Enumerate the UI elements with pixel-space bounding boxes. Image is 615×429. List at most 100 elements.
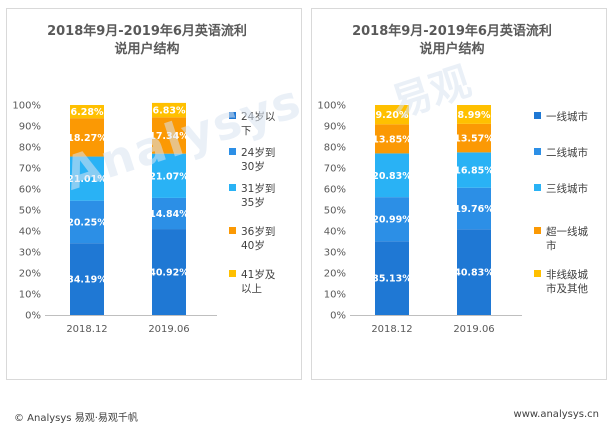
bar-segment xyxy=(375,153,409,198)
data-label: 20.25% xyxy=(67,217,107,228)
chart-title: 2018年9月-2019年6月英语流利 说用户结构 xyxy=(47,23,247,59)
bar-segment xyxy=(70,118,104,157)
y-tick-label: 70% xyxy=(324,164,346,175)
legend-label: 下 xyxy=(241,125,252,137)
y-tick-label: 90% xyxy=(19,122,41,133)
y-tick-label: 10% xyxy=(324,290,346,301)
bar-segment xyxy=(152,117,186,154)
data-label: 18.27% xyxy=(67,133,107,144)
bar-segment xyxy=(457,105,491,124)
bar-segment xyxy=(375,124,409,154)
chart-title-line-1: 2018年9月-2019年6月英语流利 xyxy=(47,24,247,39)
legend-label: 30岁 xyxy=(241,160,265,173)
chart-title-line-1: 2018年9月-2019年6月英语流利 xyxy=(352,24,552,39)
data-label: 14.84% xyxy=(149,209,189,220)
data-label: 9.20% xyxy=(376,110,409,121)
y-tick-label: 20% xyxy=(324,269,346,280)
data-label: 40.83% xyxy=(454,268,494,279)
y-tick-label: 50% xyxy=(19,206,41,217)
data-label: 40.92% xyxy=(149,268,189,279)
bar-segment xyxy=(70,200,104,244)
footer-website-link[interactable]: www.analysys.cn xyxy=(513,409,599,420)
y-tick-label: 80% xyxy=(324,143,346,154)
y-tick-label: 100% xyxy=(317,101,346,112)
legend-swatch xyxy=(534,227,541,234)
data-label: 35.13% xyxy=(372,274,412,285)
chart-panel-city: 2018年9月-2019年6月英语流利 说用户结构 0% 10% 20% 30% 40%… xyxy=(311,8,607,380)
legend-label: 二线城市 xyxy=(546,146,588,159)
x-tick-label: 2019.06 xyxy=(453,324,494,335)
bar-segment xyxy=(152,102,186,118)
bar-segment xyxy=(152,197,186,230)
y-tick-label: 60% xyxy=(19,185,41,196)
footer-copyright: © Analysys 易观·易观千帆 xyxy=(14,413,138,424)
y-tick-label: 60% xyxy=(324,185,346,196)
stacked-bar-chart-age: 0% 10% 20% 30% 40% 50% 60% 70% 80% 90% 100% 34.19% 2… xyxy=(12,101,276,336)
y-tick-label: 0% xyxy=(25,311,41,322)
legend-label: 市 xyxy=(546,239,557,252)
data-label: 13.85% xyxy=(372,134,412,145)
data-label: 19.76% xyxy=(454,204,494,215)
legend-label: 超一线城 xyxy=(546,225,588,238)
data-label: 21.01% xyxy=(67,174,107,185)
bar-segment xyxy=(457,123,491,153)
legend-label: 24岁到 xyxy=(241,146,275,159)
legend-swatch xyxy=(229,270,236,277)
bar-segment xyxy=(70,243,104,315)
data-label: 8.99% xyxy=(458,110,491,121)
x-tick-label: 2018.12 xyxy=(371,324,412,335)
bar-segment xyxy=(457,187,491,230)
data-label: 16.85% xyxy=(454,166,494,177)
y-tick-label: 50% xyxy=(324,206,346,217)
y-tick-label: 40% xyxy=(324,227,346,238)
data-label: 17.34% xyxy=(149,131,189,142)
y-tick-label: 40% xyxy=(19,227,41,238)
legend-swatch xyxy=(534,112,541,119)
legend-label: 36岁到 xyxy=(241,225,275,238)
data-label: 6.83% xyxy=(153,106,186,117)
legend-label: 以上 xyxy=(241,283,262,295)
y-tick-label: 70% xyxy=(19,164,41,175)
bar-segment xyxy=(375,105,409,125)
legend-swatch xyxy=(229,184,236,191)
bar-segment xyxy=(457,229,491,315)
data-label: 13.57% xyxy=(454,134,494,145)
bar-segment xyxy=(457,152,491,188)
data-label: 6.28% xyxy=(71,107,104,118)
legend-label: 35岁 xyxy=(241,196,265,209)
legend-swatch xyxy=(229,148,236,155)
y-tick-label: 100% xyxy=(12,101,41,112)
legend-swatch xyxy=(229,112,236,119)
y-tick-label: 30% xyxy=(19,248,41,259)
legend-swatch xyxy=(534,148,541,155)
data-label: 34.19% xyxy=(67,275,107,286)
y-tick-label: 30% xyxy=(324,248,346,259)
chart-panel-age: 2018年9月-2019年6月英语流利 说用户结构 0% 10% 20% 30% 40%… xyxy=(6,8,302,380)
y-tick-label: 20% xyxy=(19,269,41,280)
legend-swatch xyxy=(229,227,236,234)
data-label: 20.99% xyxy=(372,215,412,226)
chart-title: 2018年9月-2019年6月英语流利 说用户结构 xyxy=(352,23,552,59)
bar-segment xyxy=(375,197,409,242)
bar-segment xyxy=(70,105,104,119)
legend-label: 市及其他 xyxy=(546,282,588,295)
chart-title-line-2: 说用户结构 xyxy=(114,42,180,57)
x-tick-label: 2019.06 xyxy=(148,324,189,335)
legend-swatch xyxy=(534,184,541,191)
legend-label: 40岁 xyxy=(241,239,265,252)
data-label: 21.07% xyxy=(149,171,189,182)
bar-segment xyxy=(152,153,186,198)
y-tick-label: 10% xyxy=(19,290,41,301)
stacked-bar-chart-city: 0% 10% 20% 30% 40% 50% 60% 70% 80% 90% 100% 35.13% 2… xyxy=(317,101,588,336)
bar-segment xyxy=(152,229,186,315)
legend-label: 非线级城 xyxy=(546,268,588,281)
legend-label: 一线城市 xyxy=(546,110,588,123)
bar-segment xyxy=(375,241,409,315)
y-tick-label: 90% xyxy=(324,122,346,133)
y-tick-label: 0% xyxy=(330,311,346,322)
legend-label: 41岁及 xyxy=(241,268,276,281)
bar-segment xyxy=(70,156,104,201)
data-label: 20.83% xyxy=(372,171,412,182)
y-tick-label: 80% xyxy=(19,143,41,154)
legend-swatch xyxy=(534,270,541,277)
